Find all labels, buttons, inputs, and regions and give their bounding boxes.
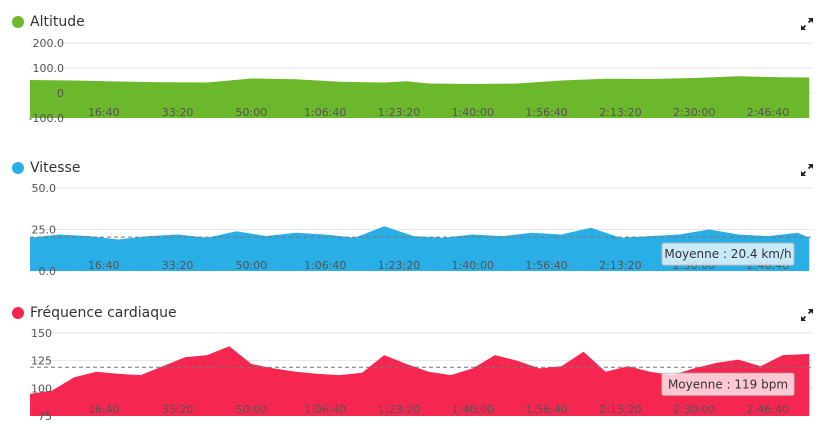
expand-icon[interactable] [799, 16, 815, 32]
vitesse-chart: 50.0 25.0 0.0 16:40 33:20 50:00 1:06:40 1:23:20… [30, 182, 813, 278]
altitude-x-tick-label: 50:00 [236, 106, 268, 119]
frequence-cardiaque-x-tick-label: 1:23:20 [378, 403, 420, 416]
altitude-x-tick-label: 1:06:40 [304, 106, 346, 119]
vitesse-average-label: Moyenne : 20.4 km/h [661, 242, 795, 266]
frequence-cardiaque-y-tick-label: 75 [38, 410, 52, 423]
frequence-cardiaque-x-tick-label: 1:56:40 [525, 403, 567, 416]
vitesse-x-tick-label: 33:20 [162, 259, 194, 272]
frequence-cardiaque-x-tick-label: 1:06:40 [304, 403, 346, 416]
altitude-x-tick-label: 2:13:20 [599, 106, 641, 119]
altitude-title-text: Altitude [30, 14, 85, 30]
altitude-y-tick-label: 0 [57, 87, 64, 100]
frequence-cardiaque-title: Fréquence cardiaque [12, 303, 177, 323]
frequence-cardiaque-y-tick-label: 150 [31, 327, 52, 340]
altitude-x-tick-label: 2:46:40 [747, 106, 789, 119]
expand-icon[interactable] [799, 307, 815, 323]
frequence-cardiaque-area [30, 346, 810, 416]
vitesse-x-tick-label: 1:23:20 [378, 259, 420, 272]
frequence-cardiaque-x-tick-label: 1:40:00 [452, 403, 494, 416]
altitude-chart: 200.0 100.0 0 -100.0 16:40 33:20 50:00 1:06:40 1… [29, 37, 813, 125]
frequence-cardiaque-x-tick-label: 2:13:20 [599, 403, 641, 416]
frequence-cardiaque-x-tick-label: 16:40 [88, 403, 120, 416]
frequence-cardiaque-chart: 150 125 100 75 16:40 33:20 50:00 1:06:40 1:23:20… [30, 327, 813, 423]
vitesse-title: Vitesse [12, 158, 80, 178]
vitesse-average-text: Moyenne : 20.4 km/h [664, 247, 791, 261]
vitesse-y-tick-label: 50.0 [32, 182, 57, 195]
frequence-cardiaque-title-text: Fréquence cardiaque [30, 305, 177, 321]
frequence-cardiaque-x-tick-label: 33:20 [162, 403, 194, 416]
expand-icon[interactable] [799, 162, 815, 178]
vitesse-series-dot [12, 162, 24, 174]
altitude-x-tick-label: 1:40:00 [452, 106, 494, 119]
frequence-cardiaque-y-tick-label: 125 [31, 355, 52, 368]
altitude-y-tick-label: -100.0 [29, 112, 64, 125]
vitesse-x-tick-label: 2:13:20 [599, 259, 641, 272]
altitude-x-tick-label: 16:40 [88, 106, 120, 119]
frequence-cardiaque-x-tick-label: 2:46:40 [747, 403, 789, 416]
altitude-x-tick-label: 33:20 [162, 106, 194, 119]
vitesse-y-tick-label: 25.0 [32, 224, 57, 237]
vitesse-x-tick-label: 16:40 [88, 259, 120, 272]
frequence-cardiaque-series-dot [12, 307, 24, 319]
vitesse-title-text: Vitesse [30, 160, 81, 176]
frequence-cardiaque-x-tick-label: 2:30:00 [673, 403, 715, 416]
altitude-x-tick-label: 1:56:40 [525, 106, 567, 119]
vitesse-chart-panel: Vitesse 50.0 25.0 0.0 16:40 33:20 50:00 1:06:4… [0, 158, 824, 298]
frequence-cardiaque-chart-panel: Fréquence cardiaque 150 125 100 75 16:40 33:2… [0, 303, 824, 443]
vitesse-x-tick-label: 1:56:40 [525, 259, 567, 272]
vitesse-y-tick-label: 0.0 [39, 265, 57, 278]
vitesse-x-tick-label: 1:40:00 [452, 259, 494, 272]
altitude-y-tick-label: 200.0 [33, 37, 65, 50]
frequence-cardiaque-x-tick-label: 50:00 [236, 403, 268, 416]
frequence-cardiaque-average-text: Moyenne : 119 bpm [668, 377, 788, 391]
altitude-chart-panel: Altitude 200.0 100.0 0 -100.0 16:40 33:20 50:0… [0, 12, 824, 152]
altitude-y-tick-label: 100.0 [33, 62, 65, 75]
altitude-area [30, 76, 810, 118]
frequence-cardiaque-y-tick-label: 100 [31, 382, 52, 395]
altitude-title: Altitude [12, 12, 85, 32]
vitesse-x-tick-label: 50:00 [236, 259, 268, 272]
altitude-x-tick-label: 2:30:00 [673, 106, 715, 119]
frequence-cardiaque-average-label: Moyenne : 119 bpm [661, 372, 795, 396]
altitude-x-tick-label: 1:23:20 [378, 106, 420, 119]
altitude-series-dot [12, 16, 24, 28]
vitesse-x-tick-label: 1:06:40 [304, 259, 346, 272]
